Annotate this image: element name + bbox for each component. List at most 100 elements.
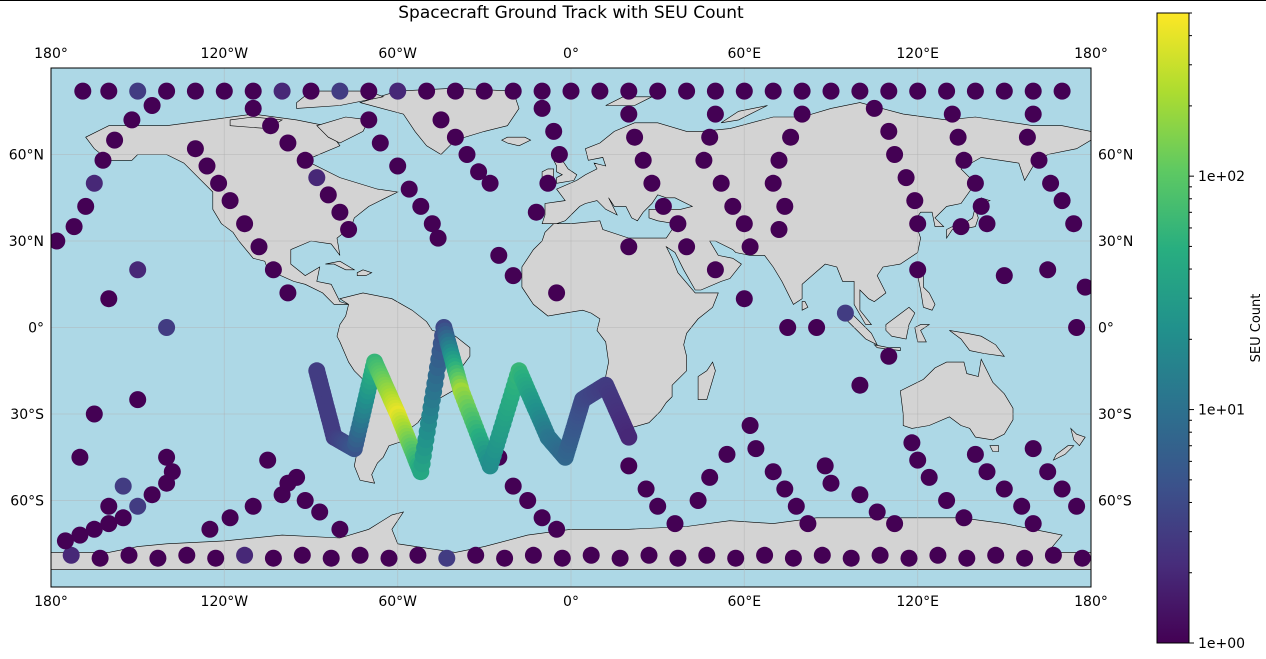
seu-point bbox=[389, 157, 407, 175]
seu-point bbox=[100, 82, 118, 100]
seu-point bbox=[706, 261, 724, 279]
seu-point bbox=[779, 319, 797, 336]
seu-point bbox=[524, 546, 542, 564]
seu-point bbox=[533, 99, 551, 117]
seu-point bbox=[640, 546, 658, 564]
seu-point bbox=[900, 549, 918, 567]
seu-point bbox=[351, 546, 369, 564]
seu-point bbox=[548, 284, 566, 302]
x-tick-label-top: 60°E bbox=[727, 46, 761, 62]
seu-point bbox=[311, 503, 329, 521]
x-tick-label-bottom: 180° bbox=[1074, 594, 1108, 610]
land-australia bbox=[899, 358, 1014, 441]
seu-point bbox=[163, 463, 181, 481]
seu-point bbox=[799, 515, 817, 533]
seu-point bbox=[701, 128, 719, 146]
land-new-guinea bbox=[949, 330, 1005, 357]
seu-point bbox=[418, 82, 436, 100]
seu-point bbox=[149, 549, 167, 567]
seu-point bbox=[995, 480, 1013, 498]
seu-point bbox=[1013, 497, 1031, 515]
land-cuba bbox=[325, 260, 356, 271]
seu-point bbox=[871, 546, 889, 564]
seu-point bbox=[906, 192, 924, 210]
land-sulawesi bbox=[914, 324, 931, 343]
y-tick-label-left: 30°S bbox=[10, 407, 44, 423]
seu-point bbox=[1024, 440, 1042, 458]
colorbar-label: SEU Count bbox=[1249, 294, 1264, 363]
seu-point bbox=[842, 549, 860, 567]
seu-point bbox=[669, 215, 687, 233]
seu-point bbox=[764, 174, 782, 192]
seu-point bbox=[322, 549, 340, 567]
seu-point bbox=[695, 151, 713, 169]
seu-point bbox=[735, 82, 753, 100]
seu-point bbox=[412, 197, 430, 215]
land-philippines bbox=[917, 275, 936, 311]
seu-point bbox=[201, 520, 219, 538]
seu-point bbox=[909, 451, 927, 469]
seu-point bbox=[244, 82, 262, 100]
y-tick-label-left: 60°N bbox=[9, 148, 44, 164]
seu-point bbox=[955, 509, 973, 527]
seu-point bbox=[1018, 128, 1036, 146]
y-tick-label-left: 30°N bbox=[9, 234, 44, 250]
seu-point bbox=[158, 82, 176, 100]
chart-title: Spacecraft Ground Track with SEU Count bbox=[398, 3, 744, 23]
seu-point bbox=[553, 549, 571, 567]
seu-point bbox=[666, 515, 684, 533]
seu-point bbox=[741, 238, 759, 256]
seu-point bbox=[770, 221, 788, 238]
seu-point bbox=[71, 448, 89, 466]
seu-point bbox=[1039, 261, 1057, 279]
seu-point bbox=[548, 520, 566, 538]
seu-point bbox=[865, 99, 883, 117]
seu-point bbox=[724, 197, 742, 215]
seu-point bbox=[909, 215, 927, 233]
seu-point bbox=[236, 215, 254, 233]
seu-point bbox=[264, 261, 282, 279]
seu-point bbox=[129, 261, 147, 279]
x-tick-label-top: 180° bbox=[34, 46, 68, 62]
land-novaya-zemlya bbox=[721, 105, 768, 124]
seu-point bbox=[903, 434, 921, 452]
seu-point bbox=[158, 448, 176, 466]
seu-point bbox=[264, 549, 282, 567]
x-tick-label-top: 120°E bbox=[896, 46, 939, 62]
seu-point bbox=[620, 428, 638, 446]
seu-point bbox=[770, 151, 788, 169]
seu-point bbox=[62, 546, 80, 564]
seu-point bbox=[678, 82, 696, 100]
seu-point bbox=[496, 549, 514, 567]
seu-point bbox=[886, 515, 904, 533]
seu-point bbox=[836, 304, 854, 322]
seu-point bbox=[259, 451, 277, 469]
seu-point bbox=[85, 405, 103, 423]
seu-point bbox=[475, 82, 493, 100]
y-tick-label-left: 0° bbox=[28, 321, 44, 337]
x-tick-label-top: 0° bbox=[563, 46, 579, 62]
seu-point bbox=[545, 122, 563, 140]
seu-point bbox=[689, 492, 707, 509]
seu-point bbox=[822, 82, 840, 100]
seu-point bbox=[504, 267, 522, 285]
seu-point bbox=[784, 549, 802, 567]
seu-point bbox=[611, 549, 629, 567]
seu-point bbox=[880, 82, 898, 100]
seu-point bbox=[637, 480, 655, 498]
y-tick-label-right: 60°N bbox=[1098, 148, 1133, 164]
seu-point bbox=[470, 163, 488, 181]
seu-point bbox=[909, 82, 927, 100]
seu-point bbox=[943, 105, 961, 123]
seu-point bbox=[880, 347, 898, 365]
seu-point bbox=[1065, 215, 1083, 233]
seu-point bbox=[186, 82, 204, 100]
seu-point bbox=[56, 532, 74, 550]
seu-point bbox=[1030, 151, 1048, 169]
seu-point bbox=[293, 546, 311, 564]
seu-point bbox=[71, 526, 89, 544]
seu-point bbox=[813, 546, 831, 564]
seu-point bbox=[380, 549, 398, 567]
seu-point bbox=[1053, 192, 1071, 210]
